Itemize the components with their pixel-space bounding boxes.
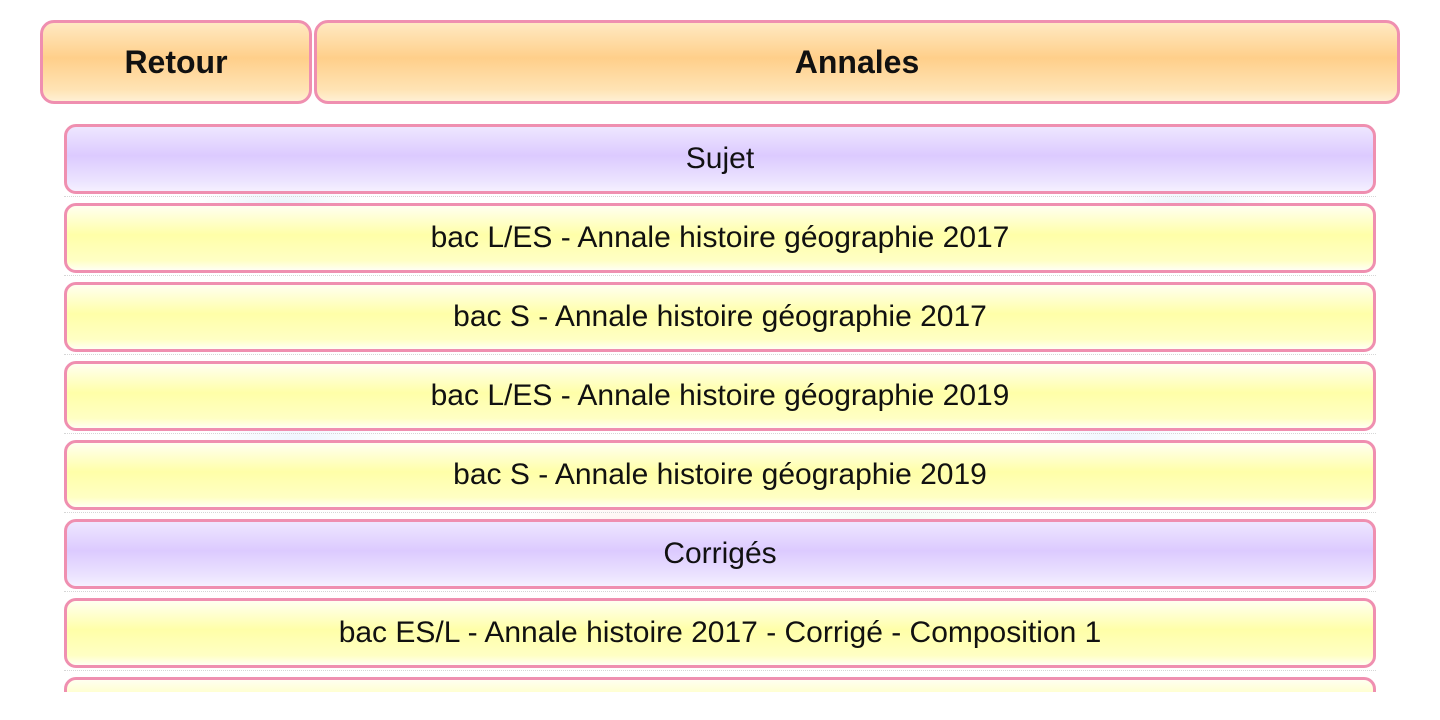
back-button[interactable]: Retour [40, 20, 312, 104]
row-separator [64, 354, 1376, 355]
list-item[interactable] [64, 677, 1376, 692]
header-bar: Retour Annales [40, 20, 1400, 108]
row-separator [64, 275, 1376, 276]
row-separator [64, 512, 1376, 513]
row-separator [64, 670, 1376, 671]
row-separator [64, 196, 1376, 197]
section-header-corriges: Corrigés [64, 519, 1376, 589]
row-separator [64, 433, 1376, 434]
section-header-sujet: Sujet [64, 124, 1376, 194]
list-item[interactable]: bac S - Annale histoire géographie 2019 [64, 440, 1376, 510]
list-item[interactable]: bac L/ES - Annale histoire géographie 20… [64, 203, 1376, 273]
annales-list: Sujet bac L/ES - Annale histoire géograp… [64, 122, 1376, 692]
page-title: Annales [314, 20, 1400, 104]
row-separator [64, 591, 1376, 592]
list-item[interactable]: bac ES/L - Annale histoire 2017 - Corrig… [64, 598, 1376, 668]
list-item[interactable]: bac L/ES - Annale histoire géographie 20… [64, 361, 1376, 431]
list-item[interactable]: bac S - Annale histoire géographie 2017 [64, 282, 1376, 352]
